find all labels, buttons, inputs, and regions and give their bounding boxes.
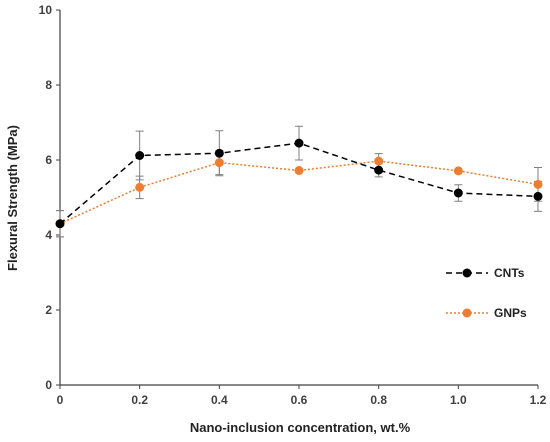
cnts-data-point <box>294 138 304 148</box>
y-tick-label: 2 <box>45 303 52 317</box>
gnps-data-point <box>453 166 463 176</box>
x-tick-label: 0.2 <box>131 393 148 407</box>
cnts-data-point <box>374 165 384 175</box>
series-points <box>55 138 543 229</box>
cnts-data-point <box>453 188 463 198</box>
axes <box>56 9 539 389</box>
tick-labels: 0 2 4 6 8 10 0 0.2 0.4 0.6 0.8 1.0 1.2 <box>39 3 547 407</box>
y-tick-label: 4 <box>45 228 52 242</box>
gnps-data-point <box>533 179 543 189</box>
gnps-legend-label: GNPs <box>494 306 527 320</box>
gnps-data-point <box>374 156 384 166</box>
y-tick-label: 8 <box>45 78 52 92</box>
x-tick-label: 0 <box>57 393 64 407</box>
x-tick-label: 0.4 <box>211 393 228 407</box>
gnps-legend-marker <box>462 308 472 318</box>
cnts-legend-label: CNTs <box>494 266 525 280</box>
cnts-legend-marker <box>462 268 472 278</box>
legend: CNTs GNPs <box>446 266 527 320</box>
x-tick-label: 0.6 <box>291 393 308 407</box>
gnps-data-point <box>214 158 224 168</box>
x-tick-label: 1.0 <box>450 393 467 407</box>
cnts-data-point <box>135 151 145 160</box>
x-tick-label: 0.8 <box>370 393 387 407</box>
gnps-data-point <box>135 182 145 192</box>
gnps-data-point <box>294 166 304 175</box>
x-axis-title: Nano-inclusion concentration, wt.% <box>190 420 411 435</box>
x-tick-label: 1.2 <box>530 393 547 407</box>
y-tick-label: 0 <box>45 378 52 392</box>
cnts-data-point <box>55 219 65 229</box>
y-tick-label: 6 <box>45 153 52 167</box>
cnts-data-point <box>214 148 224 158</box>
cnts-data-point <box>533 191 543 201</box>
y-axis-title: Flexural Strength (MPa) <box>5 125 20 271</box>
y-tick-label: 10 <box>39 3 53 17</box>
